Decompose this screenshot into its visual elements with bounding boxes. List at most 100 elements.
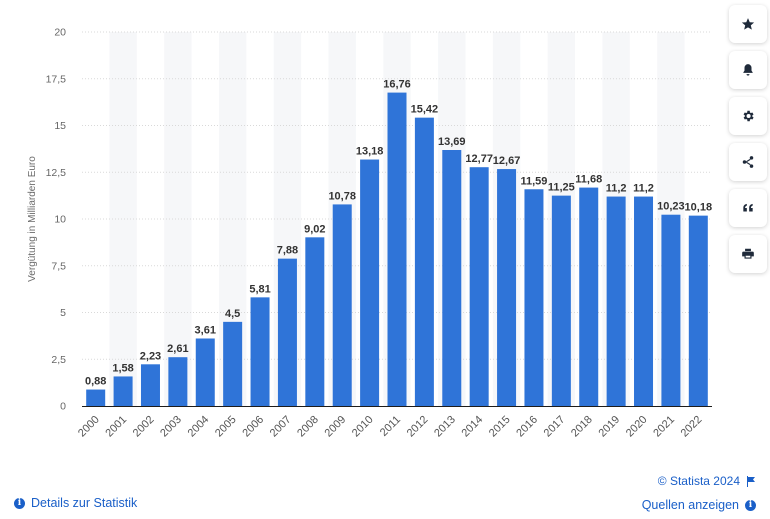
info-icon: i xyxy=(14,497,25,509)
notification-button[interactable] xyxy=(729,51,767,89)
details-label: Details zur Statistik xyxy=(31,496,138,510)
data-label: 11,25 xyxy=(548,182,575,194)
bar[interactable] xyxy=(551,195,571,406)
data-label: 10,18 xyxy=(685,202,713,214)
bar[interactable] xyxy=(606,196,626,406)
x-tick-label: 2004 xyxy=(186,414,212,440)
x-axis-ticks: 2000 2001 2002 2003 2004 2005 2006 2007 2008 2009… xyxy=(76,414,704,440)
data-label: 1,58 xyxy=(112,362,133,374)
data-label: 11,2 xyxy=(633,183,654,195)
data-label: 12,77 xyxy=(465,153,493,165)
bar[interactable] xyxy=(497,169,517,406)
y-tick-label: 0 xyxy=(60,401,66,413)
favorite-button[interactable] xyxy=(729,5,767,43)
y-tick-label: 5 xyxy=(60,307,66,319)
bar[interactable] xyxy=(86,389,106,406)
data-label: 3,61 xyxy=(195,324,216,336)
bar[interactable] xyxy=(277,258,297,406)
bar[interactable] xyxy=(387,92,407,406)
bar[interactable] xyxy=(634,196,654,406)
data-label: 11,2 xyxy=(606,183,627,195)
details-link[interactable]: i Details zur Statistik xyxy=(14,496,137,510)
info-icon: i xyxy=(745,499,756,511)
y-tick-label: 15 xyxy=(54,120,66,132)
y-axis-label: Vergütung in Milliarden Euro xyxy=(27,156,38,282)
y-tick-label: 20 xyxy=(54,27,66,39)
bar[interactable] xyxy=(688,215,708,406)
x-tick-label: 2019 xyxy=(596,414,622,440)
x-tick-label: 2013 xyxy=(432,414,458,440)
data-label: 16,76 xyxy=(383,79,411,91)
x-tick-label: 2018 xyxy=(569,414,595,440)
x-tick-label: 2021 xyxy=(651,414,677,440)
x-tick-label: 2020 xyxy=(624,414,650,440)
x-tick-label: 2010 xyxy=(350,414,376,440)
flag-icon xyxy=(747,475,755,487)
data-label: 10,78 xyxy=(328,190,356,202)
data-label: 5,81 xyxy=(249,283,270,295)
settings-button[interactable] xyxy=(729,97,767,135)
bar[interactable] xyxy=(168,357,188,406)
star-icon xyxy=(741,18,755,30)
x-tick-label: 2012 xyxy=(405,414,431,440)
y-tick-label: 10 xyxy=(54,214,66,226)
print-icon xyxy=(742,248,754,259)
share-icon xyxy=(742,156,754,168)
bar[interactable] xyxy=(579,187,599,406)
bar[interactable] xyxy=(360,159,380,406)
data-label: 0,88 xyxy=(85,376,106,388)
bar[interactable] xyxy=(332,204,352,406)
x-tick-label: 2002 xyxy=(131,414,157,440)
x-tick-label: 2009 xyxy=(323,414,349,440)
x-tick-label: 2014 xyxy=(459,414,485,440)
x-tick-label: 2005 xyxy=(213,414,239,440)
x-tick-label: 2008 xyxy=(295,414,321,440)
bar[interactable] xyxy=(140,364,160,406)
y-tick-label: 12,5 xyxy=(46,167,67,179)
data-label: 11,59 xyxy=(520,175,547,187)
bar[interactable] xyxy=(414,117,434,407)
data-label: 13,18 xyxy=(356,146,384,158)
x-tick-label: 2003 xyxy=(158,414,184,440)
value-labels: 0,88 1,58 2,23 2,61 3,61 4,5 5,81 7,88 9,02 10,78… xyxy=(85,79,712,388)
copyright-notice[interactable]: © Statista 2024 xyxy=(658,474,756,488)
data-label: 9,02 xyxy=(304,223,325,235)
x-tick-label: 2017 xyxy=(542,414,568,440)
x-tick-label: 2007 xyxy=(268,414,294,440)
bar[interactable] xyxy=(195,338,215,406)
bars xyxy=(86,92,708,407)
y-tick-label: 2,5 xyxy=(51,354,66,366)
x-tick-label: 2001 xyxy=(103,414,129,440)
bar[interactable] xyxy=(661,214,681,406)
data-label: 13,69 xyxy=(438,136,466,148)
data-label: 10,23 xyxy=(657,201,685,213)
bell-icon xyxy=(743,64,753,76)
cite-button[interactable] xyxy=(729,189,767,227)
data-label: 2,61 xyxy=(167,343,188,355)
bar[interactable] xyxy=(223,321,243,406)
bar[interactable] xyxy=(524,189,544,406)
share-button[interactable] xyxy=(729,143,767,181)
column-band xyxy=(109,32,137,406)
bar[interactable] xyxy=(469,167,489,406)
y-tick-label: 17,5 xyxy=(46,73,67,85)
quote-icon xyxy=(743,203,753,212)
x-tick-label: 2011 xyxy=(378,414,403,439)
data-label: 12,67 xyxy=(493,155,521,167)
print-button[interactable] xyxy=(729,235,767,273)
y-tick-label: 7,5 xyxy=(51,260,66,272)
bar[interactable] xyxy=(250,297,270,406)
bar[interactable] xyxy=(442,149,462,406)
y-axis-ticks: 0 2,5 5 7,5 10 12,5 15 17,5 20 xyxy=(46,27,67,413)
sources-label: Quellen anzeigen xyxy=(641,498,739,512)
data-label: 11,68 xyxy=(575,174,602,186)
x-tick-label: 2000 xyxy=(76,414,102,440)
x-tick-label: 2016 xyxy=(514,414,540,440)
bar[interactable] xyxy=(305,237,325,406)
x-tick-label: 2022 xyxy=(679,414,705,440)
data-label: 2,23 xyxy=(140,350,161,362)
gear-icon xyxy=(743,110,754,122)
sources-link[interactable]: Quellen anzeigen i xyxy=(642,498,756,512)
bar[interactable] xyxy=(113,376,133,406)
